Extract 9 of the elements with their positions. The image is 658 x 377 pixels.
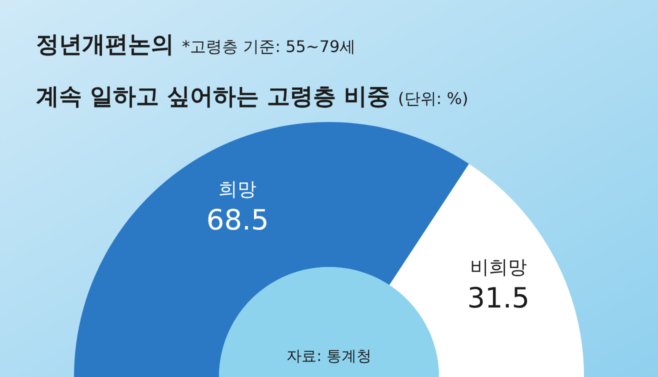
slice-label: 비희망 — [470, 256, 527, 279]
slice-label: 희망 — [218, 178, 257, 201]
data-label: 31.5 — [467, 282, 530, 315]
chart-title: 정년개편논의 — [36, 32, 174, 58]
text: 자료: 통계청 — [286, 347, 372, 365]
chart-subtitle: 계속 일하고 싶어하는 고령층 비중 — [36, 84, 390, 110]
text: (단위: %) — [398, 89, 468, 108]
data-label: 68.5 — [206, 204, 269, 237]
text: *고령층 기준: 55~79세 — [182, 37, 356, 56]
